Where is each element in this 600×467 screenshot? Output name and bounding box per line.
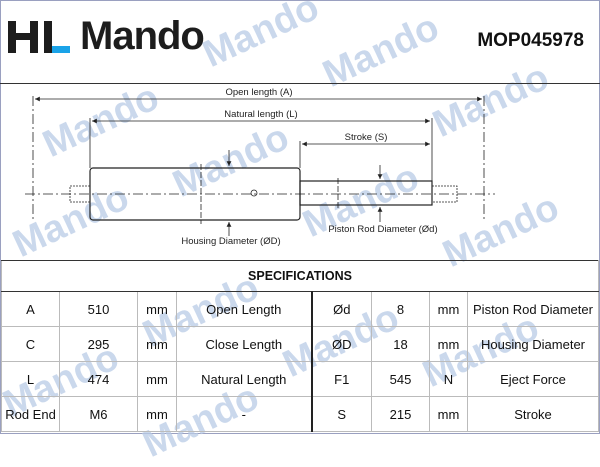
spec-value: 18 [371, 326, 430, 362]
natural-length-label: Natural length (L) [224, 109, 297, 120]
header: Mando MOP045978 [0, 0, 600, 84]
spec-unit: mm [137, 291, 177, 327]
table-row: C 295 mm Close Length ØD 18 mm Housing Diamete… [1, 326, 599, 362]
spec-code: C [1, 326, 60, 362]
specifications-title: SPECIFICATIONS [1, 260, 599, 292]
spec-description: Piston Rod Diameter [467, 291, 599, 327]
housing-diameter-label: Housing Diameter (ØD) [181, 236, 280, 247]
specifications-table: SPECIFICATIONS A 510 mm Open Length Ød 8 mm Pi… [1, 260, 599, 432]
spec-description: Stroke [467, 396, 599, 432]
table-row: L 474 mm Natural Length F1 545 N Eject Force [1, 361, 599, 397]
gas-spring-diagram: Open length (A) Natural length (L) Strok… [25, 87, 495, 247]
spec-description: Open Length [176, 291, 312, 327]
spec-code: L [1, 361, 60, 397]
spec-description: Close Length [176, 326, 312, 362]
stroke-label: Stroke (S) [345, 132, 388, 143]
spec-unit: mm [429, 291, 468, 327]
spec-code: Ød [310, 291, 372, 327]
open-length-label: Open length (A) [225, 87, 292, 98]
hl-logo-icon [8, 20, 70, 53]
spec-value: 510 [59, 291, 138, 327]
piston-rod-diameter-label: Piston Rod Diameter (Ød) [328, 224, 437, 235]
spec-unit: mm [137, 396, 177, 432]
spec-unit: mm [429, 396, 468, 432]
spec-unit: mm [429, 326, 468, 362]
spec-code: S [310, 396, 372, 432]
spec-description: Natural Length [176, 361, 312, 397]
brand-name: Mando [80, 14, 205, 58]
table-row: Rod End M6 mm - S 215 mm Stroke [1, 396, 599, 432]
spec-value: 215 [371, 396, 430, 432]
spec-unit: mm [137, 361, 177, 397]
spec-code: F1 [310, 361, 372, 397]
spec-value: 295 [59, 326, 138, 362]
brand-logo: Mando [8, 14, 205, 59]
spec-code: A [1, 291, 60, 327]
spec-unit: N [429, 361, 468, 397]
spec-code: Rod End [1, 396, 60, 432]
spec-value: 474 [59, 361, 138, 397]
spec-value: M6 [59, 396, 138, 432]
spec-description: - [176, 396, 312, 432]
spec-unit: mm [137, 326, 177, 362]
spec-description: Housing Diameter [467, 326, 599, 362]
spec-description: Eject Force [467, 361, 599, 397]
part-number: MOP045978 [477, 30, 584, 51]
spec-value: 8 [371, 291, 430, 327]
spec-value: 545 [371, 361, 430, 397]
spec-code: ØD [310, 326, 372, 362]
table-row: A 510 mm Open Length Ød 8 mm Piston Rod Diamet… [1, 291, 599, 327]
